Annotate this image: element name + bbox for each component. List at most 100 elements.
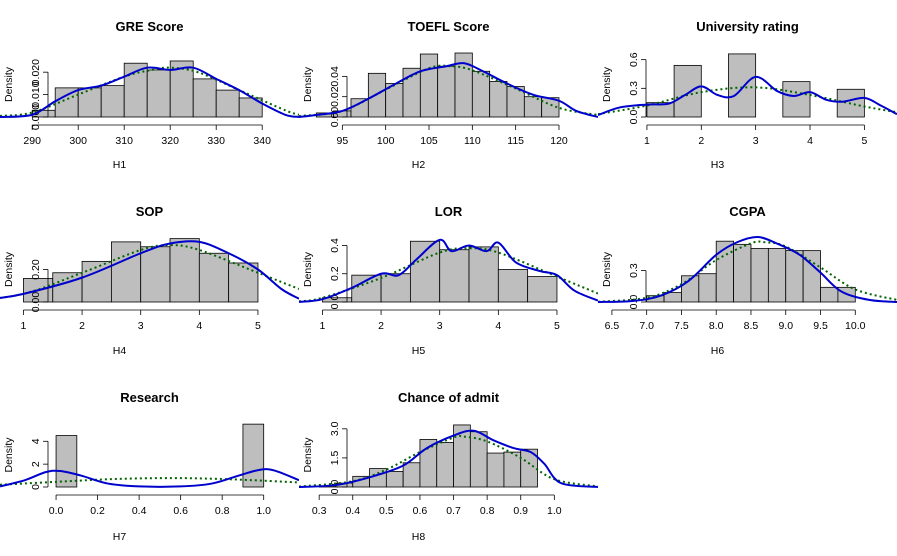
chart-title: GRE Score	[116, 19, 184, 34]
x-tick-label: 0.6	[173, 505, 188, 517]
x-tick-label: 120	[550, 135, 568, 147]
chart-title: University rating	[696, 19, 799, 34]
y-tick-label: 0.0	[329, 480, 341, 495]
histogram-bar	[698, 273, 717, 303]
histogram-bar	[228, 262, 259, 303]
histogram-bar	[733, 243, 752, 303]
x-tick-label: 1.0	[256, 505, 271, 517]
histogram-bar	[820, 286, 839, 303]
x-tick-label: 5	[554, 320, 560, 332]
x-tick-label: 5	[255, 320, 261, 332]
x-axis-label: H5	[412, 345, 426, 357]
x-tick-label: 290	[23, 135, 41, 147]
x-tick-label: 340	[253, 135, 271, 147]
y-axis-label: Density	[302, 66, 314, 102]
histogram-bar	[489, 81, 508, 118]
x-tick-label: 6.5	[605, 320, 620, 332]
x-tick-label: 1	[644, 135, 650, 147]
y-tick-label: 2	[30, 461, 42, 467]
y-tick-label: 3.0	[329, 421, 341, 436]
x-tick-label: 3	[753, 135, 759, 147]
histogram-bar	[419, 53, 439, 118]
normal-curve	[598, 86, 897, 116]
histogram-bar	[520, 448, 538, 488]
x-tick-label: 8.5	[744, 320, 759, 332]
chart-title: Research	[120, 390, 179, 405]
x-tick-label: 0.3	[312, 505, 327, 517]
histogram-bar	[439, 249, 470, 303]
chart-title: SOP	[136, 204, 164, 219]
histogram-bar	[385, 471, 404, 488]
x-tick-label: 8.0	[709, 320, 724, 332]
histogram-bar	[146, 69, 171, 118]
histogram-bar	[436, 441, 454, 488]
x-tick-label: 300	[69, 135, 87, 147]
histogram-bar	[468, 246, 499, 303]
normal-curve	[299, 434, 598, 488]
histogram-bar	[673, 64, 702, 118]
histogram-bar	[715, 240, 734, 303]
x-tick-label: 10.0	[845, 320, 866, 332]
histogram-bar	[169, 238, 200, 303]
x-tick-label: 2	[79, 320, 85, 332]
histogram-bar	[503, 451, 522, 488]
histogram-bar	[785, 250, 804, 303]
histogram-bar	[437, 65, 456, 118]
x-tick-label: 5	[861, 135, 867, 147]
x-tick-label: 95	[336, 135, 348, 147]
x-tick-label: 110	[464, 135, 481, 147]
y-tick-label: 0.20	[30, 259, 42, 280]
y-tick-label: 4	[30, 438, 42, 444]
panel-8: Chance of admit 0.3 0.4 0.5 0.6 0.7 0.8 0.9 1.0 0…	[299, 390, 598, 543]
x-tick-label: 1.0	[547, 505, 562, 517]
density-curve	[0, 468, 299, 488]
density-curve	[299, 429, 598, 488]
x-tick-label: 4	[196, 320, 202, 332]
x-tick-label: 0.8	[215, 505, 230, 517]
x-tick-label: 4	[807, 135, 813, 147]
x-tick-label: 1	[320, 320, 326, 332]
histogram-bar	[380, 273, 411, 303]
chart-title: LOR	[435, 204, 463, 219]
x-tick-label: 4	[495, 320, 501, 332]
y-tick-label: 0.4	[329, 238, 341, 253]
density-curve	[299, 238, 598, 303]
histogram-bar	[350, 98, 369, 118]
histogram-bar	[782, 81, 811, 118]
chart-title: TOEFL Score	[408, 19, 490, 34]
x-tick-label: 310	[115, 135, 133, 147]
panel-2: TOEFL Score 95 100 105 110 115 120 0.000.020.04…	[299, 19, 598, 171]
x-tick-label: 9.0	[778, 320, 793, 332]
density-curve	[598, 235, 897, 303]
x-axis-label: H1	[113, 159, 127, 171]
normal-curve	[0, 477, 299, 486]
histogram-bar	[140, 246, 171, 303]
panel-6: CGPA 6.5 7.0 7.5 8.0 8.5 9.0 9.5 10.0 0.0 0.3 Densi…	[598, 204, 897, 357]
x-tick-label: 0.4	[345, 505, 360, 517]
x-axis-label: H8	[412, 531, 426, 543]
y-tick-label: 0.000	[30, 104, 42, 130]
histogram-bar	[802, 250, 821, 303]
histogram-bar	[728, 53, 757, 118]
y-axis-label: Density	[302, 437, 314, 473]
y-tick-label: 0.00	[30, 292, 42, 313]
x-tick-label: 0.5	[379, 505, 394, 517]
histogram-bar	[52, 272, 83, 303]
x-tick-label: 0.9	[513, 505, 528, 517]
x-tick-label: 0.4	[132, 505, 147, 517]
y-axis-label: Density	[3, 437, 15, 473]
x-tick-label: 0.7	[446, 505, 461, 517]
y-tick-label: 0.04	[329, 66, 341, 87]
histogram-bar	[471, 70, 491, 118]
x-tick-label: 1	[21, 320, 27, 332]
x-tick-label: 7.5	[674, 320, 689, 332]
histogram-bar	[242, 423, 265, 488]
x-tick-label: 330	[207, 135, 225, 147]
histogram-bar	[486, 452, 505, 488]
histogram-bar	[100, 85, 125, 118]
density-curve	[0, 66, 299, 118]
histogram-bar	[497, 269, 529, 303]
y-tick-label: 0.010	[30, 81, 42, 107]
x-tick-label: 2	[698, 135, 704, 147]
